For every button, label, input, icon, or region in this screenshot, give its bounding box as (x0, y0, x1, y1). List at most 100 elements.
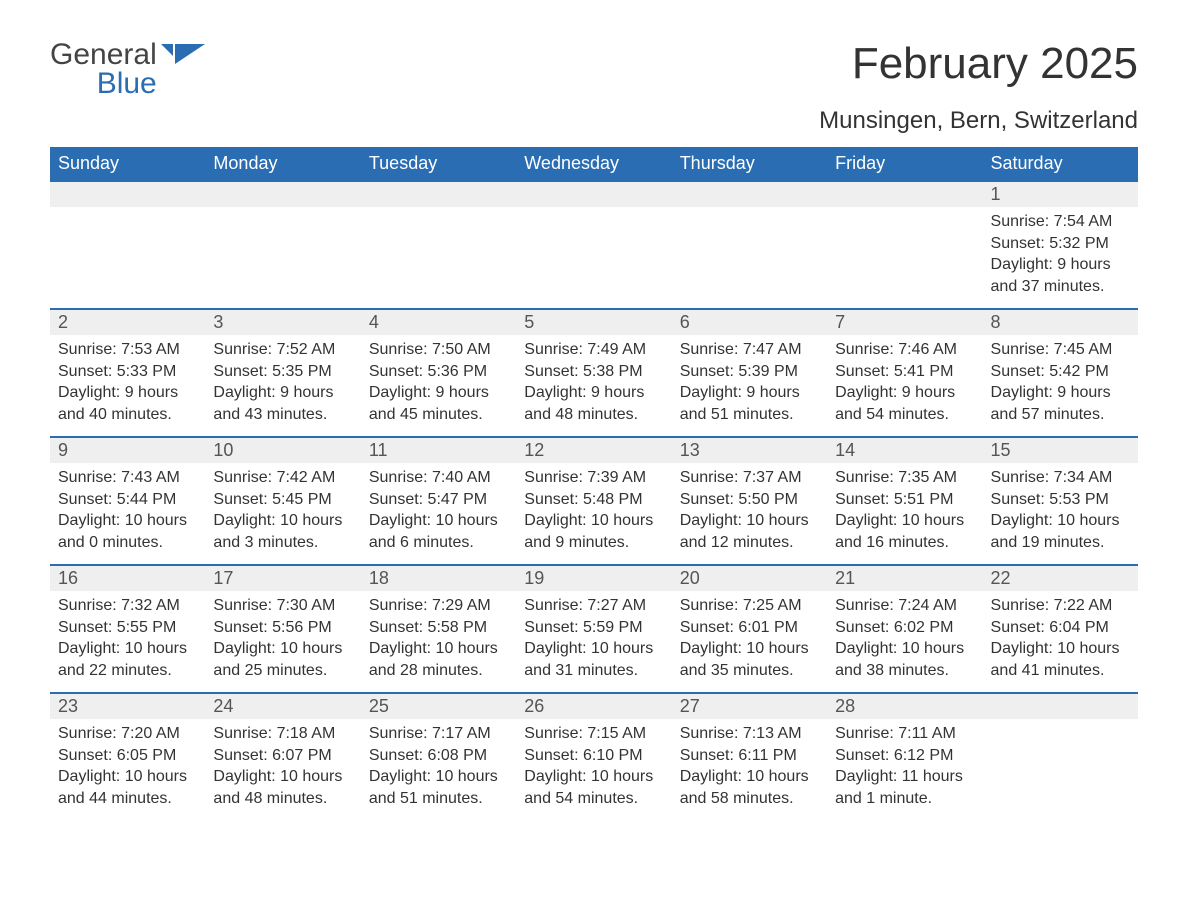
daylight-line: Daylight: 9 hours and 48 minutes. (524, 382, 663, 425)
calendar-week-row: 9Sunrise: 7:43 AMSunset: 5:44 PMDaylight… (50, 436, 1138, 564)
day-number-bar: 9 (50, 436, 205, 463)
day-number-bar: 18 (361, 564, 516, 591)
sunrise-line: Sunrise: 7:25 AM (680, 595, 819, 617)
calendar-day-cell: 17Sunrise: 7:30 AMSunset: 5:56 PMDayligh… (205, 564, 360, 692)
day-number-bar: 17 (205, 564, 360, 591)
day-body: Sunrise: 7:39 AMSunset: 5:48 PMDaylight:… (516, 463, 671, 561)
day-body: Sunrise: 7:27 AMSunset: 5:59 PMDaylight:… (516, 591, 671, 689)
day-number-bar (205, 180, 360, 207)
header-row: General Blue February 2025 (50, 40, 1138, 97)
calendar-day-cell: 16Sunrise: 7:32 AMSunset: 5:55 PMDayligh… (50, 564, 205, 692)
daylight-line: Daylight: 10 hours and 9 minutes. (524, 510, 663, 553)
sunrise-line: Sunrise: 7:18 AM (213, 723, 352, 745)
day-number-bar: 24 (205, 692, 360, 719)
daylight-line: Daylight: 9 hours and 43 minutes. (213, 382, 352, 425)
weekday-header-cell: Sunday (50, 147, 205, 180)
sunset-line: Sunset: 5:58 PM (369, 617, 508, 639)
sunset-line: Sunset: 5:36 PM (369, 361, 508, 383)
day-body: Sunrise: 7:49 AMSunset: 5:38 PMDaylight:… (516, 335, 671, 433)
weekday-header-cell: Saturday (983, 147, 1138, 180)
sunset-line: Sunset: 5:45 PM (213, 489, 352, 511)
daylight-line: Daylight: 9 hours and 51 minutes. (680, 382, 819, 425)
day-number-bar: 23 (50, 692, 205, 719)
day-number-bar: 8 (983, 308, 1138, 335)
calendar-day-cell: 20Sunrise: 7:25 AMSunset: 6:01 PMDayligh… (672, 564, 827, 692)
calendar-day-cell (50, 180, 205, 308)
day-number-bar (983, 692, 1138, 719)
sunrise-line: Sunrise: 7:35 AM (835, 467, 974, 489)
day-number-bar: 4 (361, 308, 516, 335)
calendar-day-cell: 9Sunrise: 7:43 AMSunset: 5:44 PMDaylight… (50, 436, 205, 564)
calendar-day-cell (205, 180, 360, 308)
calendar-day-cell: 26Sunrise: 7:15 AMSunset: 6:10 PMDayligh… (516, 692, 671, 820)
day-body: Sunrise: 7:20 AMSunset: 6:05 PMDaylight:… (50, 719, 205, 817)
daylight-line: Daylight: 10 hours and 54 minutes. (524, 766, 663, 809)
day-body: Sunrise: 7:25 AMSunset: 6:01 PMDaylight:… (672, 591, 827, 689)
sunset-line: Sunset: 6:05 PM (58, 745, 197, 767)
calendar-day-cell (516, 180, 671, 308)
calendar-day-cell: 5Sunrise: 7:49 AMSunset: 5:38 PMDaylight… (516, 308, 671, 436)
day-number-bar: 2 (50, 308, 205, 335)
day-number-bar (361, 180, 516, 207)
day-body: Sunrise: 7:37 AMSunset: 5:50 PMDaylight:… (672, 463, 827, 561)
day-body: Sunrise: 7:15 AMSunset: 6:10 PMDaylight:… (516, 719, 671, 817)
calendar-day-cell: 25Sunrise: 7:17 AMSunset: 6:08 PMDayligh… (361, 692, 516, 820)
daylight-line: Daylight: 9 hours and 40 minutes. (58, 382, 197, 425)
day-number-bar: 22 (983, 564, 1138, 591)
day-body: Sunrise: 7:30 AMSunset: 5:56 PMDaylight:… (205, 591, 360, 689)
logo: General Blue (50, 40, 205, 97)
day-number-bar: 5 (516, 308, 671, 335)
calendar-day-cell (827, 180, 982, 308)
sunset-line: Sunset: 6:04 PM (991, 617, 1130, 639)
day-body: Sunrise: 7:46 AMSunset: 5:41 PMDaylight:… (827, 335, 982, 433)
day-body: Sunrise: 7:35 AMSunset: 5:51 PMDaylight:… (827, 463, 982, 561)
sunset-line: Sunset: 6:01 PM (680, 617, 819, 639)
sunset-line: Sunset: 5:32 PM (991, 233, 1130, 255)
day-number-bar: 27 (672, 692, 827, 719)
sunrise-line: Sunrise: 7:20 AM (58, 723, 197, 745)
sunrise-line: Sunrise: 7:40 AM (369, 467, 508, 489)
calendar-day-cell (672, 180, 827, 308)
sunrise-line: Sunrise: 7:46 AM (835, 339, 974, 361)
logo-flag-icon (161, 44, 205, 77)
sunrise-line: Sunrise: 7:54 AM (991, 211, 1130, 233)
day-body: Sunrise: 7:32 AMSunset: 5:55 PMDaylight:… (50, 591, 205, 689)
day-number-bar: 12 (516, 436, 671, 463)
daylight-line: Daylight: 10 hours and 48 minutes. (213, 766, 352, 809)
sunset-line: Sunset: 5:41 PM (835, 361, 974, 383)
logo-text-blue: Blue (50, 70, 157, 97)
daylight-line: Daylight: 9 hours and 57 minutes. (991, 382, 1130, 425)
calendar-day-cell: 19Sunrise: 7:27 AMSunset: 5:59 PMDayligh… (516, 564, 671, 692)
calendar-day-cell: 23Sunrise: 7:20 AMSunset: 6:05 PMDayligh… (50, 692, 205, 820)
weekday-header-cell: Wednesday (516, 147, 671, 180)
daylight-line: Daylight: 10 hours and 44 minutes. (58, 766, 197, 809)
daylight-line: Daylight: 10 hours and 0 minutes. (58, 510, 197, 553)
day-body: Sunrise: 7:53 AMSunset: 5:33 PMDaylight:… (50, 335, 205, 433)
daylight-line: Daylight: 10 hours and 28 minutes. (369, 638, 508, 681)
calendar-day-cell: 18Sunrise: 7:29 AMSunset: 5:58 PMDayligh… (361, 564, 516, 692)
calendar-day-cell: 4Sunrise: 7:50 AMSunset: 5:36 PMDaylight… (361, 308, 516, 436)
day-body: Sunrise: 7:24 AMSunset: 6:02 PMDaylight:… (827, 591, 982, 689)
daylight-line: Daylight: 10 hours and 16 minutes. (835, 510, 974, 553)
day-number-bar (50, 180, 205, 207)
calendar-day-cell (983, 692, 1138, 820)
sunset-line: Sunset: 5:47 PM (369, 489, 508, 511)
day-number-bar: 28 (827, 692, 982, 719)
daylight-line: Daylight: 10 hours and 25 minutes. (213, 638, 352, 681)
sunset-line: Sunset: 5:59 PM (524, 617, 663, 639)
calendar-day-cell: 3Sunrise: 7:52 AMSunset: 5:35 PMDaylight… (205, 308, 360, 436)
daylight-line: Daylight: 10 hours and 35 minutes. (680, 638, 819, 681)
sunrise-line: Sunrise: 7:39 AM (524, 467, 663, 489)
calendar-day-cell: 14Sunrise: 7:35 AMSunset: 5:51 PMDayligh… (827, 436, 982, 564)
sunset-line: Sunset: 5:42 PM (991, 361, 1130, 383)
calendar-day-cell: 2Sunrise: 7:53 AMSunset: 5:33 PMDaylight… (50, 308, 205, 436)
calendar-day-cell: 28Sunrise: 7:11 AMSunset: 6:12 PMDayligh… (827, 692, 982, 820)
sunrise-line: Sunrise: 7:24 AM (835, 595, 974, 617)
day-number-bar: 16 (50, 564, 205, 591)
calendar-week-row: 16Sunrise: 7:32 AMSunset: 5:55 PMDayligh… (50, 564, 1138, 692)
sunrise-line: Sunrise: 7:42 AM (213, 467, 352, 489)
calendar-day-cell: 13Sunrise: 7:37 AMSunset: 5:50 PMDayligh… (672, 436, 827, 564)
day-body: Sunrise: 7:22 AMSunset: 6:04 PMDaylight:… (983, 591, 1138, 689)
day-number-bar: 25 (361, 692, 516, 719)
sunset-line: Sunset: 6:07 PM (213, 745, 352, 767)
